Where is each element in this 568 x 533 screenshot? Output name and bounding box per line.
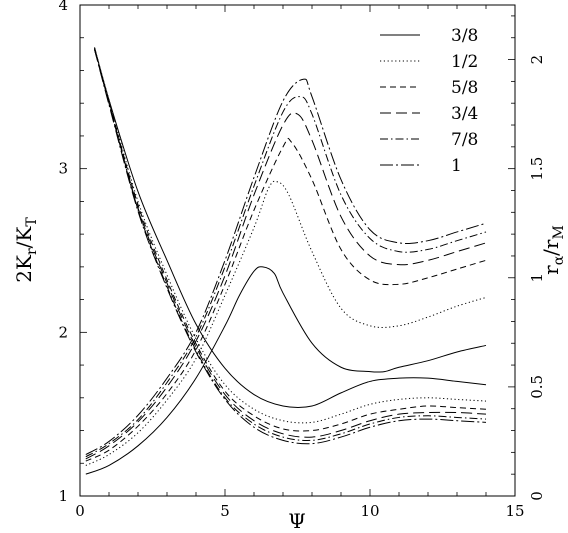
r-ratio-curve-3-4 <box>85 112 487 460</box>
axis-ticks: 0 5 10 15 1 2 3 4 0 0.5 1 1.5 2 <box>58 0 546 520</box>
y-right-tick-label: 0.5 <box>528 375 546 399</box>
svg-text:2Kr/KT: 2Kr/KT <box>12 217 40 283</box>
y-left-axis-title: 2Kr/KT <box>12 217 40 283</box>
r-ratio-curve-7-8 <box>85 96 487 458</box>
svg-text:rα/rM: rα/rM <box>539 225 567 275</box>
y-right-label-sub2: M <box>551 225 567 239</box>
y-left-label-mid: /K <box>12 226 36 249</box>
k-ratio-curve-5-8 <box>94 47 487 432</box>
plot-frame <box>79 4 516 497</box>
k-ratio-curve-3-8 <box>94 47 487 409</box>
y-right-tick-label: 0 <box>528 491 546 501</box>
y-right-tick-label: 1 <box>528 273 546 283</box>
y-left-label-sub2: T <box>24 217 40 227</box>
y-right-tick-label: 1.5 <box>528 157 546 181</box>
legend-label: 5/8 <box>451 78 478 98</box>
legend: 3/8 1/2 5/8 3/4 7/8 1 <box>380 26 478 176</box>
x-axis-title: Ψ <box>288 509 306 533</box>
y-left-label-main: 2K <box>12 254 36 283</box>
y-left-tick-label: 1 <box>58 487 68 505</box>
y-left-tick-label: 4 <box>58 0 68 14</box>
legend-label: 3/8 <box>451 26 478 46</box>
curves <box>85 47 487 475</box>
y-right-label-main: r <box>539 265 563 275</box>
k-ratio-curve-1-2 <box>94 47 487 424</box>
x-tick-label: 0 <box>75 502 85 520</box>
legend-label: 1/2 <box>451 52 478 72</box>
x-tick-label: 15 <box>505 502 524 520</box>
x-tick-label: 5 <box>220 502 230 520</box>
k-ratio-curve-3-4 <box>94 49 487 438</box>
k-ratio-curve-1 <box>94 49 487 445</box>
y-right-axis-title: rα/rM <box>539 225 567 275</box>
y-left-label-sub1: r <box>24 248 40 255</box>
k-ratio-curve-7-8 <box>94 49 487 441</box>
y-right-tick-label: 2 <box>528 55 546 65</box>
y-right-label-sub1: α <box>551 255 567 265</box>
legend-label: 7/8 <box>451 130 478 150</box>
r-ratio-curve-1 <box>85 78 487 455</box>
y-left-tick-label: 2 <box>58 323 68 341</box>
x-axis-label: Ψ <box>288 509 306 533</box>
y-right-label-mid: /r <box>539 239 563 256</box>
legend-label: 1 <box>451 156 462 176</box>
x-tick-label: 10 <box>360 502 379 520</box>
r-ratio-curve-5-8 <box>85 137 487 462</box>
r-ratio-curve-3-8 <box>85 266 487 475</box>
r-ratio-curve-1-2 <box>85 180 487 466</box>
legend-label: 3/4 <box>451 104 478 124</box>
y-left-tick-label: 3 <box>58 160 68 178</box>
